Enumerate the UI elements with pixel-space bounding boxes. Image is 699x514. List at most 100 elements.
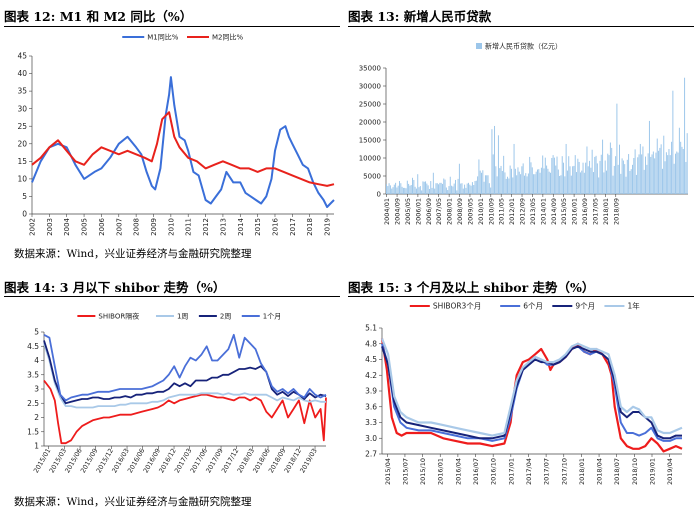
x-tick-label-6: 2008 bbox=[133, 218, 141, 236]
bar-211 bbox=[660, 144, 662, 194]
y-tick-label-2: 3.3 bbox=[365, 418, 377, 427]
bar-207 bbox=[655, 152, 657, 194]
bar-113 bbox=[533, 174, 535, 194]
x-tick-label-12: 2014 bbox=[237, 217, 245, 235]
bar-85 bbox=[496, 176, 498, 194]
bar-96 bbox=[510, 168, 512, 194]
bar-18 bbox=[409, 185, 411, 194]
bar-188 bbox=[630, 169, 632, 194]
bar-155 bbox=[587, 166, 589, 194]
bar-206 bbox=[654, 158, 656, 194]
bar-150 bbox=[581, 170, 583, 194]
y-tick-label-0: 2.7 bbox=[365, 450, 377, 459]
bar-46 bbox=[445, 187, 447, 194]
bar-126 bbox=[550, 172, 551, 194]
bar-119 bbox=[540, 167, 542, 194]
x-tick-label-10: 2010/09 bbox=[487, 198, 495, 225]
y-tick-label-6: 4 bbox=[34, 356, 39, 365]
x-tick-label-7: 2008/09 bbox=[456, 198, 464, 225]
bar-4 bbox=[391, 188, 393, 194]
y-tick-label-0: 1 bbox=[34, 442, 39, 451]
x-tick-label-7: 2009 bbox=[150, 218, 158, 236]
legend-label-0: SHIBOR3个月 bbox=[433, 302, 482, 311]
bar-147 bbox=[577, 158, 579, 194]
bar-224 bbox=[677, 152, 679, 194]
bar-194 bbox=[638, 154, 640, 194]
bar-89 bbox=[501, 170, 503, 194]
bar-6 bbox=[393, 184, 395, 194]
y-tick-label-4: 20 bbox=[17, 139, 27, 148]
bar-193 bbox=[637, 157, 639, 194]
bar-93 bbox=[507, 176, 509, 194]
bar-134 bbox=[560, 175, 562, 194]
x-tick-label-17: 2019 bbox=[324, 218, 332, 236]
legend-label-2: 9个月 bbox=[575, 302, 595, 311]
bar-185 bbox=[626, 159, 628, 194]
bar-116 bbox=[537, 169, 538, 194]
bar-122 bbox=[544, 157, 546, 194]
legend-label-3: 1个月 bbox=[263, 312, 281, 320]
bar-47 bbox=[447, 190, 449, 194]
bar-164 bbox=[599, 160, 601, 194]
y-tick-label-3: 15000 bbox=[359, 136, 381, 144]
x-tick-label-6: 2016/10 bbox=[490, 458, 498, 485]
bar-198 bbox=[643, 169, 645, 194]
x-tick-label-11: 2011/05 bbox=[498, 198, 506, 225]
bar-28 bbox=[422, 181, 424, 194]
x-tick-label-16: 2019/04 bbox=[666, 458, 674, 485]
bar-129 bbox=[553, 157, 555, 194]
bar-231 bbox=[686, 133, 688, 194]
bar-121 bbox=[543, 168, 545, 194]
bar-221 bbox=[673, 163, 675, 194]
bar-163 bbox=[598, 177, 600, 194]
bar-136 bbox=[563, 162, 565, 194]
x-tick-label-14: 2013/05 bbox=[529, 198, 537, 225]
y-tick-label-8: 5 bbox=[34, 328, 39, 337]
bar-13 bbox=[402, 187, 404, 194]
legend-label-1: M2同比% bbox=[212, 32, 243, 41]
bar-182 bbox=[622, 160, 624, 194]
x-tick-label-5: 2007 bbox=[115, 218, 123, 236]
x-tick-label-0: 2004/01 bbox=[383, 198, 391, 225]
bar-223 bbox=[676, 151, 678, 194]
x-tick-label-3: 2006/01 bbox=[414, 198, 422, 225]
x-tick-label-1: 2015/07 bbox=[401, 458, 409, 485]
bar-53 bbox=[454, 179, 456, 194]
bar-156 bbox=[589, 160, 591, 194]
x-tick-label-16: 2014/09 bbox=[550, 198, 558, 225]
bar-199 bbox=[645, 156, 647, 194]
bar-184 bbox=[625, 176, 627, 194]
bar-88 bbox=[500, 165, 502, 194]
x-tick-label-4: 2016/04 bbox=[454, 458, 462, 485]
bar-175 bbox=[613, 165, 615, 194]
bar-152 bbox=[583, 172, 585, 194]
legend-label-1: 1周 bbox=[177, 312, 188, 320]
y-tick-label-0: 0 bbox=[22, 210, 27, 219]
bar-202 bbox=[648, 120, 650, 194]
x-tick-label-9: 2017/07 bbox=[543, 458, 551, 485]
bar-120 bbox=[542, 155, 544, 194]
bar-24 bbox=[417, 174, 419, 194]
chart-13-title-rule bbox=[348, 26, 694, 27]
x-tick-label-13: 2015 bbox=[254, 218, 262, 236]
bar-110 bbox=[529, 156, 531, 194]
bar-73 bbox=[481, 172, 483, 194]
bar-101 bbox=[517, 167, 519, 194]
series-line-2 bbox=[43, 340, 327, 405]
bar-86 bbox=[497, 135, 499, 194]
bar-63 bbox=[468, 182, 469, 194]
y-tick-label-1: 1.5 bbox=[27, 427, 39, 436]
bar-25 bbox=[418, 187, 420, 194]
bar-39 bbox=[436, 183, 438, 194]
bar-219 bbox=[671, 141, 673, 194]
bar-165 bbox=[600, 154, 602, 194]
bar-181 bbox=[621, 158, 623, 194]
bar-98 bbox=[513, 143, 515, 194]
x-tick-label-18: 2016/01 bbox=[571, 198, 579, 225]
legend-label-1: 6个月 bbox=[523, 302, 543, 311]
bar-186 bbox=[628, 154, 630, 194]
bar-95 bbox=[509, 165, 511, 194]
bar-71 bbox=[478, 159, 480, 194]
y-tick-label-3: 3.6 bbox=[365, 402, 377, 411]
bar-222 bbox=[674, 153, 676, 194]
